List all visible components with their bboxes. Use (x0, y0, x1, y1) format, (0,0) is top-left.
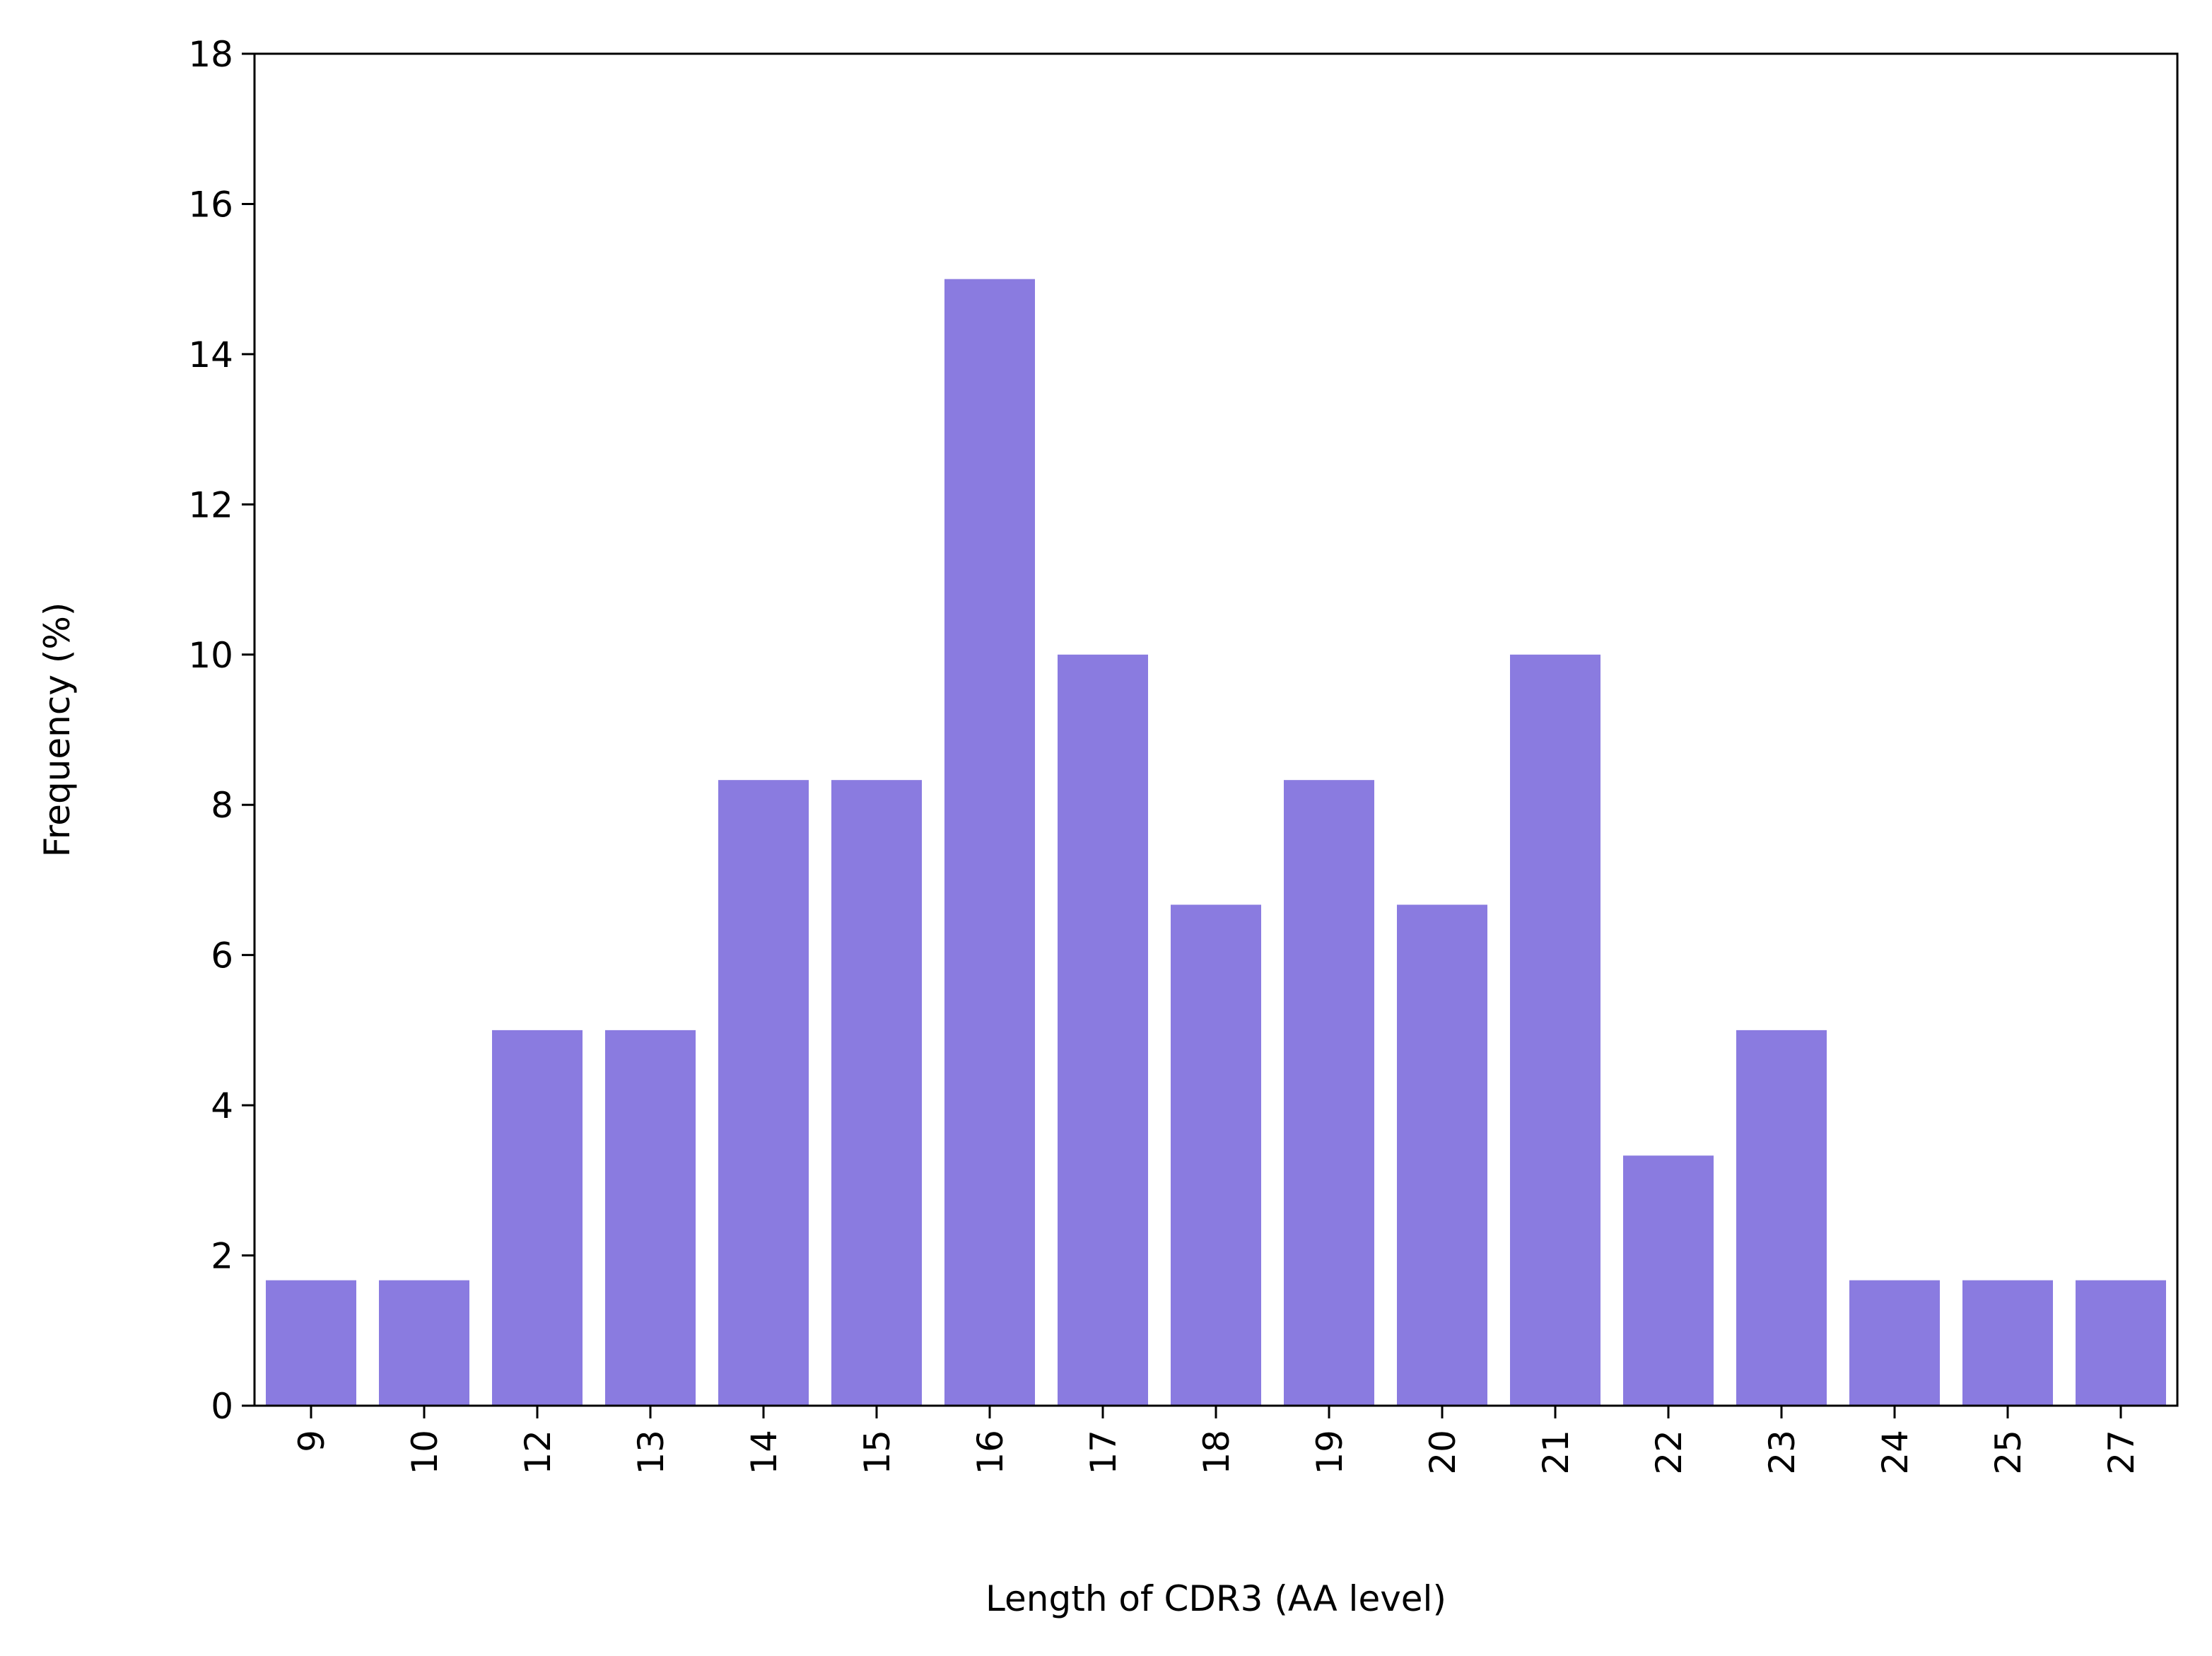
bar-9 (266, 1280, 356, 1406)
x-tick-label: 12 (517, 1430, 558, 1475)
x-tick-label: 19 (1309, 1430, 1350, 1475)
x-tick-label: 17 (1083, 1430, 1124, 1475)
x-tick-label: 18 (1196, 1430, 1237, 1475)
bar-21 (1510, 654, 1601, 1406)
bar-10 (379, 1280, 469, 1406)
y-tick-label: 18 (188, 34, 233, 75)
x-tick-label: 20 (1422, 1430, 1463, 1475)
x-axis-ticks: 9 10 12 13 14 15 16 17 18 19 20 21 22 23 24 25 27 (291, 1406, 2142, 1475)
x-axis-label: Length of CDR3 (AA level) (985, 1578, 1446, 1619)
x-tick-label: 15 (857, 1430, 898, 1475)
bar-15 (831, 780, 922, 1406)
bar-27 (2076, 1280, 2166, 1406)
x-tick-label: 14 (744, 1430, 785, 1475)
x-tick-label: 23 (1762, 1430, 1803, 1475)
y-tick-label: 0 (211, 1386, 233, 1427)
bar-24 (1849, 1280, 1940, 1406)
bar-13 (605, 1030, 696, 1406)
y-tick-label: 4 (211, 1085, 233, 1126)
y-tick-label: 6 (211, 935, 233, 976)
bar-19 (1284, 780, 1374, 1406)
y-tick-label: 2 (211, 1236, 233, 1277)
bar-25 (1962, 1280, 2053, 1406)
bar-12 (492, 1030, 583, 1406)
x-tick-label: 13 (631, 1430, 672, 1475)
y-tick-label: 12 (188, 484, 233, 525)
plot-frame (253, 52, 2179, 1407)
bar-20 (1397, 904, 1487, 1406)
y-axis-ticks: 0 2 4 6 8 10 12 14 16 18 (188, 34, 254, 1427)
x-tick-label: 10 (404, 1430, 445, 1475)
x-tick-label: 24 (1875, 1430, 1916, 1475)
x-tick-label: 25 (1988, 1430, 2029, 1475)
y-tick-label: 14 (188, 334, 233, 375)
bar-series (266, 279, 2166, 1406)
bar-16 (944, 279, 1035, 1406)
x-tick-label: 9 (291, 1430, 332, 1452)
x-tick-label: 22 (1649, 1430, 1690, 1475)
x-tick-label: 16 (970, 1430, 1011, 1475)
y-tick-label: 10 (188, 635, 233, 676)
x-tick-label: 27 (2101, 1430, 2142, 1475)
y-tick-label: 16 (188, 184, 233, 225)
y-tick-label: 8 (211, 785, 233, 826)
bar-17 (1058, 654, 1148, 1406)
y-axis-label: Frequency (%) (37, 602, 78, 858)
bar-18 (1171, 904, 1261, 1406)
bar-23 (1736, 1030, 1827, 1406)
x-tick-label: 21 (1535, 1430, 1576, 1475)
bar-22 (1623, 1155, 1714, 1406)
bar-14 (718, 780, 809, 1406)
